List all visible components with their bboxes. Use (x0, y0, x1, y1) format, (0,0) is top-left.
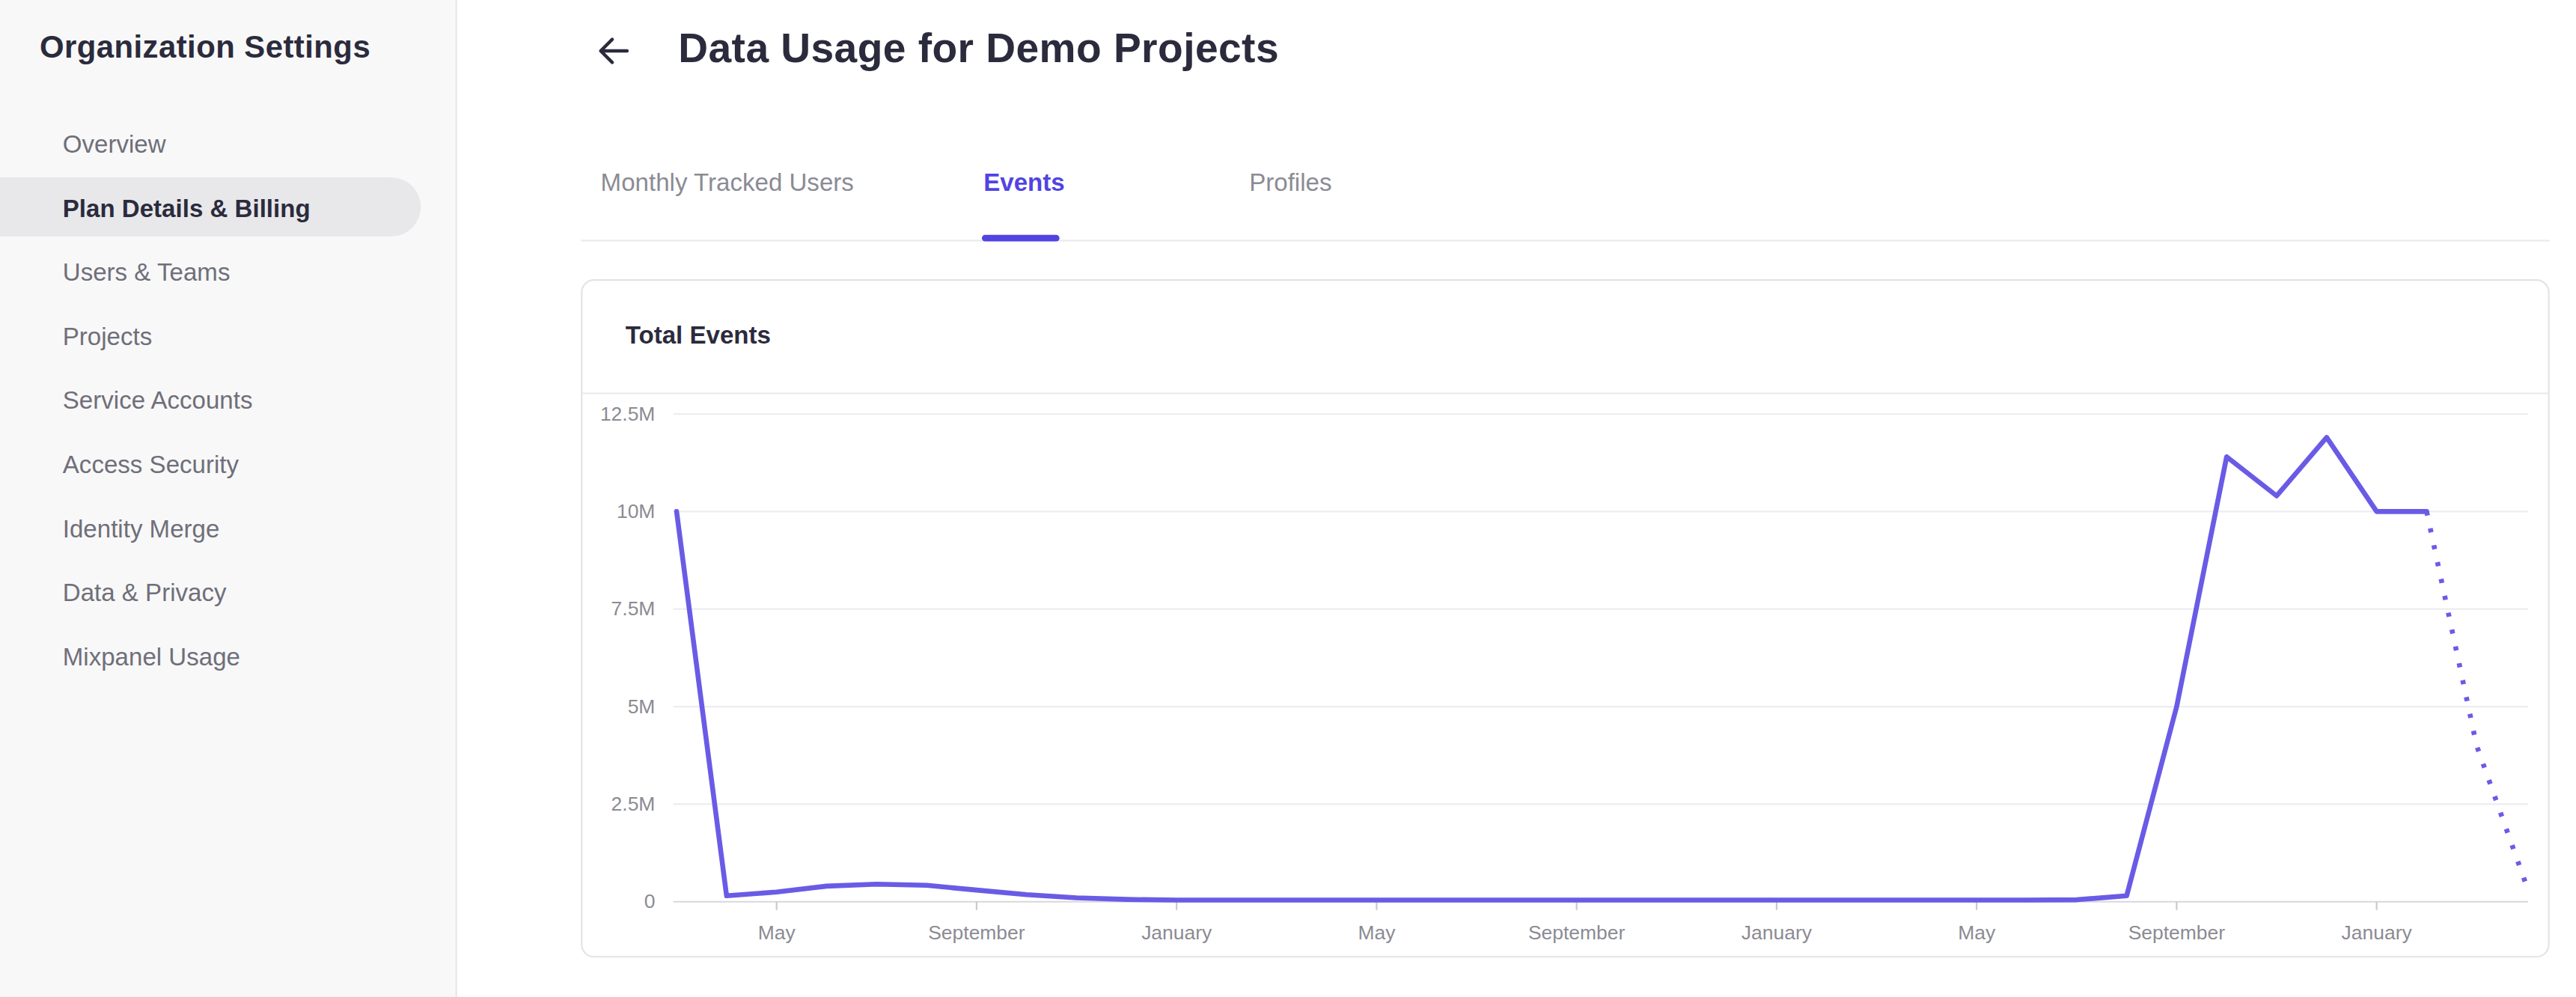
total-events-line-chart[interactable]: 0 2.5M 5M 7.5M 10M 12.5M May September January Ma… (582, 396, 2551, 954)
x-axis-label: May (1358, 921, 1396, 944)
events-line-projection-dotted (2426, 511, 2527, 886)
card-divider (582, 392, 2548, 394)
x-axis-label: May (1958, 921, 1996, 944)
x-axis-label: September (1528, 921, 1626, 944)
sidebar-item-label: Overview (0, 112, 457, 176)
sidebar-item-label: Identity Merge (0, 496, 457, 561)
tab-events[interactable]: Events (983, 168, 1064, 195)
sidebar-item-label: Service Accounts (0, 368, 457, 433)
back-button[interactable] (593, 29, 635, 72)
sidebar-item-service-accounts[interactable]: Service Accounts (0, 368, 457, 433)
sidebar-item-label: Projects (0, 304, 457, 368)
back-arrow-icon (593, 29, 635, 72)
sidebar-item-label: Plan Details & Billing (0, 176, 457, 240)
tab-profiles[interactable]: Profiles (1249, 168, 1331, 195)
sidebar-item-label: Data & Privacy (0, 560, 457, 624)
y-axis-label: 12.5M (600, 403, 655, 425)
sidebar-item-label: Mixpanel Usage (0, 624, 457, 689)
y-axis-label: 10M (617, 500, 655, 522)
app-window: Organization Settings OverviewPlan Detai… (0, 0, 2576, 997)
y-axis-label: 7.5M (611, 598, 656, 621)
sidebar-item-projects[interactable]: Projects (0, 304, 457, 368)
sidebar-nav: OverviewPlan Details & BillingUsers & Te… (0, 112, 457, 688)
sidebar-item-mixpanel-usage[interactable]: Mixpanel Usage (0, 624, 457, 689)
y-axis-label: 5M (628, 695, 656, 718)
sidebar-item-label: Users & Teams (0, 240, 457, 304)
sidebar-item-overview[interactable]: Overview (0, 112, 457, 176)
x-axis-label: January (1141, 921, 1212, 944)
sidebar: Organization Settings OverviewPlan Detai… (0, 0, 457, 997)
x-axis-label: May (758, 921, 796, 944)
sidebar-item-access-security[interactable]: Access Security (0, 432, 457, 496)
sidebar-title: Organization Settings (40, 29, 370, 65)
page-title: Data Usage for Demo Projects (678, 25, 1279, 73)
x-axis-label: September (928, 921, 1025, 944)
x-axis-label: September (2128, 921, 2226, 944)
sidebar-item-users-teams[interactable]: Users & Teams (0, 240, 457, 304)
sidebar-item-identity-merge[interactable]: Identity Merge (0, 496, 457, 561)
x-axis-label: January (1742, 921, 1813, 944)
x-axis-label: January (2342, 921, 2413, 944)
chart-title: Total Events (626, 320, 771, 348)
y-axis-label: 0 (644, 891, 656, 913)
total-events-card: Total Events 0 2.5M 5M 7.5M 10M 12.5M May Septe… (581, 279, 2550, 957)
tab-monthly-tracked-users[interactable]: Monthly Tracked Users (601, 168, 854, 195)
events-line-solid (677, 437, 2426, 900)
y-axis-label: 2.5M (611, 793, 656, 815)
sidebar-item-plan-details-billing[interactable]: Plan Details & Billing (0, 176, 457, 240)
sidebar-item-data-privacy[interactable]: Data & Privacy (0, 560, 457, 624)
tabs-divider (581, 240, 2550, 241)
sidebar-item-label: Access Security (0, 432, 457, 496)
active-tab-indicator (982, 235, 1060, 242)
